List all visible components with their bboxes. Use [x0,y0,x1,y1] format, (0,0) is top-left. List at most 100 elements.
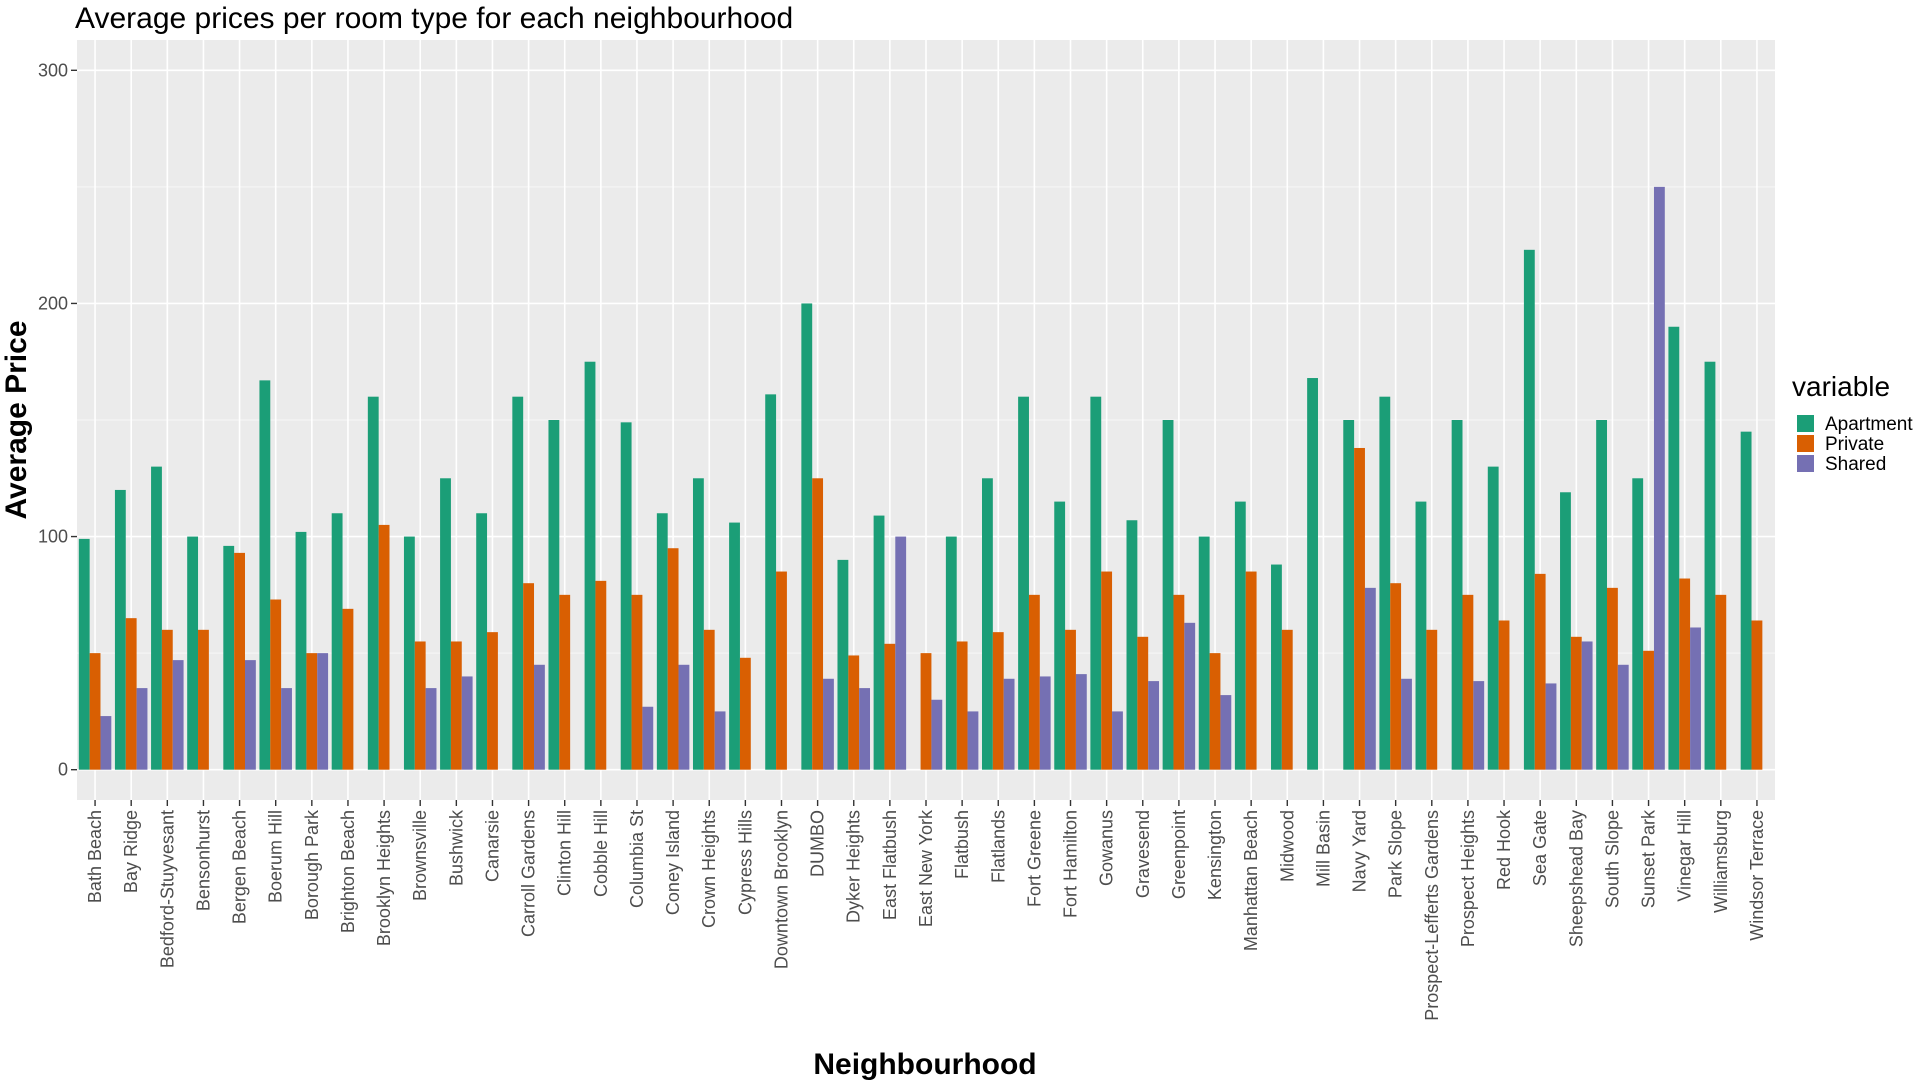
bar-private [414,641,426,770]
bar-private [1065,629,1076,770]
x-tick-label: Bensonhurst [193,810,213,911]
bar-private [1390,583,1402,770]
bar-shared [895,536,907,770]
bar-shared [1220,695,1232,770]
bar-private [1101,571,1113,770]
bar-shared [244,660,256,770]
bar-apartment [187,536,199,770]
bar-private [631,594,643,770]
bar-private [776,571,787,770]
bar-private [1607,587,1618,770]
x-tick-label: Park Slope [1386,810,1406,898]
chart-title: Average prices per room type for each ne… [75,2,793,35]
bar-private [1137,636,1149,770]
bar-apartment [1560,492,1571,770]
bar-apartment [1018,396,1029,770]
bar-shared [461,676,473,770]
bar-apartment [331,513,343,770]
bar-private [234,552,245,770]
bar-shared [1184,622,1196,770]
bar-apartment [1668,326,1680,770]
x-tick-label: Williamsburg [1711,810,1731,913]
legend-key-shared [1797,455,1814,472]
legend-label-shared: Shared [1825,454,1886,475]
x-tick-label: Sheepshead Bay [1566,810,1586,947]
bar-private [1281,629,1293,770]
bar-shared [1039,676,1051,770]
bar-apartment [1271,564,1282,770]
bar-apartment [981,478,993,770]
bar-shared [967,711,979,770]
bar-apartment [151,466,162,770]
bar-shared [1545,683,1557,770]
bar-private [1209,653,1221,770]
bar-apartment [78,538,90,770]
bar-apartment [584,361,596,770]
x-axis: Bath Beach Bay Ridge Bedford-Stuyvesant Ben… [85,800,1767,1021]
bar-private [1715,594,1727,770]
bar-shared [136,688,148,770]
bar-private [161,629,173,770]
bar-apartment [548,420,560,770]
bar-apartment [476,513,488,770]
bar-apartment [512,396,524,770]
bar-shared [534,664,545,770]
bar-apartment [259,380,271,770]
x-tick-label: Flatbush [952,810,972,879]
bar-private [1498,620,1510,770]
bar-shared [1690,627,1701,770]
bar-apartment [1198,536,1210,770]
bar-private [1173,594,1185,770]
bar-private [884,643,896,770]
bar-apartment [656,513,668,770]
bar-private [1354,447,1365,770]
bar-shared [425,688,437,770]
bar-apartment [1343,420,1355,770]
bar-shared [678,664,690,770]
bar-private [125,618,137,770]
y-tick-label: 0 [58,760,68,780]
x-tick-label: Fort Hamilton [1061,810,1081,918]
bar-apartment [1234,501,1246,770]
bar-private [1462,594,1474,770]
x-tick-label: Cobble Hill [591,810,611,897]
bar-private [450,641,462,770]
x-tick-label: Gravesend [1133,810,1153,898]
x-tick-label: Fort Greene [1024,810,1044,907]
bar-apartment [367,396,379,770]
bar-private [992,632,1004,770]
bar-shared [1003,678,1015,770]
x-tick-label: Red Hook [1494,809,1514,890]
bar-private [920,653,932,770]
bars [78,186,1763,770]
x-tick-label: Borough Park [302,809,322,920]
x-tick-label: South Slope [1602,810,1622,908]
x-tick-label: Bushwick [446,809,466,886]
bar-apartment [403,536,415,770]
bar-shared [859,688,871,770]
bar-shared [1401,678,1412,770]
x-tick-label: Downtown Brooklyn [771,810,791,969]
legend-key-apartment [1797,415,1814,432]
x-tick-label: Sunset Park [1639,809,1659,908]
x-tick-label: Navy Yard [1350,810,1370,892]
x-tick-label: Cypress Hills [735,810,755,915]
x-tick-label: Mill Basin [1313,810,1333,887]
bar-shared [823,678,834,770]
x-tick-label: Bath Beach [85,810,105,903]
bar-private [342,608,354,770]
bar-shared [1581,641,1593,770]
bar-private [667,548,679,770]
x-tick-label: Bay Ridge [121,810,141,893]
bar-apartment [801,303,813,770]
legend-label-private: Private [1825,434,1884,455]
bar-apartment [1054,501,1066,770]
x-tick-label: Flatlands [988,810,1008,883]
bar-private [703,629,715,770]
x-tick-label: Brownsville [410,810,430,901]
x-tick-label: Sea Gate [1530,810,1550,886]
x-tick-label: Prospect Heights [1458,810,1478,947]
